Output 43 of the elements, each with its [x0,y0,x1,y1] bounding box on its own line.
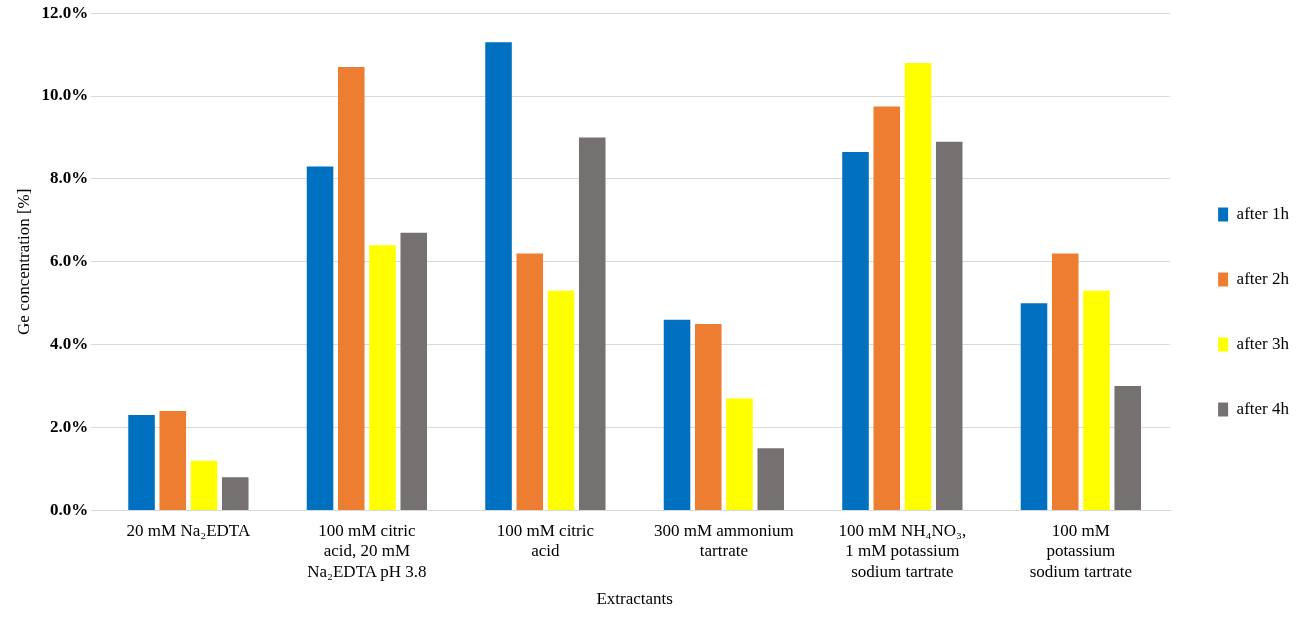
bar [221,477,249,510]
y-tick-label: 0.0% [49,499,89,519]
y-tick-label: 4.0% [49,334,89,354]
bar [842,152,869,510]
bar [159,410,187,510]
bar [369,245,396,510]
x-tick-label: 100 mM potassium sodium tartrate [1029,521,1133,581]
bar [757,448,785,510]
y-tick-label: 10.0% [41,85,89,105]
bar [694,323,722,510]
y-tick-label: 2.0% [49,416,89,436]
bar [547,290,575,510]
bar [663,319,691,510]
bar [516,253,544,510]
bar [578,137,606,510]
bar [400,232,428,510]
bar [1083,290,1110,510]
bar [904,62,932,510]
x-tick-label: 300 mM ammonium tartrate [653,521,794,561]
bar [338,67,365,510]
legend-label: after 2h [1236,268,1290,288]
x-tick-label: 20 mM Na₂EDTA [126,521,251,541]
bar [128,415,155,510]
legend-label: after 4h [1236,398,1290,418]
x-tick-label: 100 mM citric acid, 20 mM Na₂EDTA pH 3.8 [307,521,427,581]
y-tick-label: 6.0% [49,251,89,271]
bar [1114,386,1141,510]
bar [1051,253,1079,510]
y-tick-label: 12.0% [41,2,89,22]
x-axis-title: Extractants [596,589,673,609]
x-tick-label: 100 mM citric acid [496,521,595,561]
y-tick-label: 8.0% [49,168,89,188]
bar [306,166,334,510]
bar [190,460,218,510]
bar [726,398,753,510]
legend-label: after 3h [1236,333,1290,353]
bar [873,106,901,510]
bar [485,42,512,510]
bar [935,141,963,510]
x-tick-label: 100 mM NH₄NO₃, 1 mM potassium sodium tartrate [838,521,967,581]
y-axis-title: Ge concentration [%] [13,188,33,335]
legend-label: after 1h [1236,203,1290,223]
bar [1020,303,1048,510]
